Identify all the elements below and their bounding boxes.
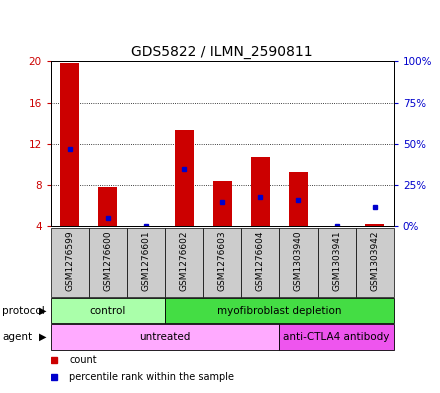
Bar bbox=[175, 130, 194, 226]
Text: anti-CTLA4 antibody: anti-CTLA4 antibody bbox=[283, 332, 390, 342]
Bar bbox=[365, 224, 384, 226]
FancyBboxPatch shape bbox=[51, 324, 279, 350]
Text: myofibroblast depletion: myofibroblast depletion bbox=[217, 306, 341, 316]
Bar bbox=[251, 157, 270, 226]
Bar bbox=[289, 172, 308, 226]
FancyBboxPatch shape bbox=[165, 228, 203, 297]
FancyBboxPatch shape bbox=[241, 228, 279, 297]
Text: GSM1276602: GSM1276602 bbox=[180, 230, 189, 291]
FancyBboxPatch shape bbox=[279, 228, 318, 297]
Bar bbox=[213, 181, 232, 226]
FancyBboxPatch shape bbox=[279, 324, 394, 350]
Text: GSM1276600: GSM1276600 bbox=[103, 230, 112, 291]
Title: GDS5822 / ILMN_2590811: GDS5822 / ILMN_2590811 bbox=[132, 45, 313, 59]
FancyBboxPatch shape bbox=[51, 298, 165, 323]
FancyBboxPatch shape bbox=[318, 228, 356, 297]
Bar bbox=[98, 187, 117, 226]
Text: GSM1276603: GSM1276603 bbox=[218, 230, 227, 291]
Text: GSM1303942: GSM1303942 bbox=[370, 230, 379, 291]
Bar bbox=[60, 63, 79, 226]
Text: untreated: untreated bbox=[139, 332, 191, 342]
FancyBboxPatch shape bbox=[203, 228, 241, 297]
Text: agent: agent bbox=[2, 332, 32, 342]
Text: GSM1276604: GSM1276604 bbox=[256, 230, 265, 291]
FancyBboxPatch shape bbox=[127, 228, 165, 297]
Text: GSM1276599: GSM1276599 bbox=[65, 230, 74, 291]
FancyBboxPatch shape bbox=[51, 228, 89, 297]
FancyBboxPatch shape bbox=[356, 228, 394, 297]
FancyBboxPatch shape bbox=[89, 228, 127, 297]
FancyBboxPatch shape bbox=[165, 298, 394, 323]
Text: control: control bbox=[90, 306, 126, 316]
Text: ▶: ▶ bbox=[39, 332, 46, 342]
Text: GSM1303941: GSM1303941 bbox=[332, 230, 341, 291]
Text: GSM1303940: GSM1303940 bbox=[294, 230, 303, 291]
Text: ▶: ▶ bbox=[39, 306, 46, 316]
Text: count: count bbox=[70, 355, 97, 365]
Text: percentile rank within the sample: percentile rank within the sample bbox=[70, 372, 235, 382]
Text: protocol: protocol bbox=[2, 306, 45, 316]
Text: GSM1276601: GSM1276601 bbox=[141, 230, 150, 291]
